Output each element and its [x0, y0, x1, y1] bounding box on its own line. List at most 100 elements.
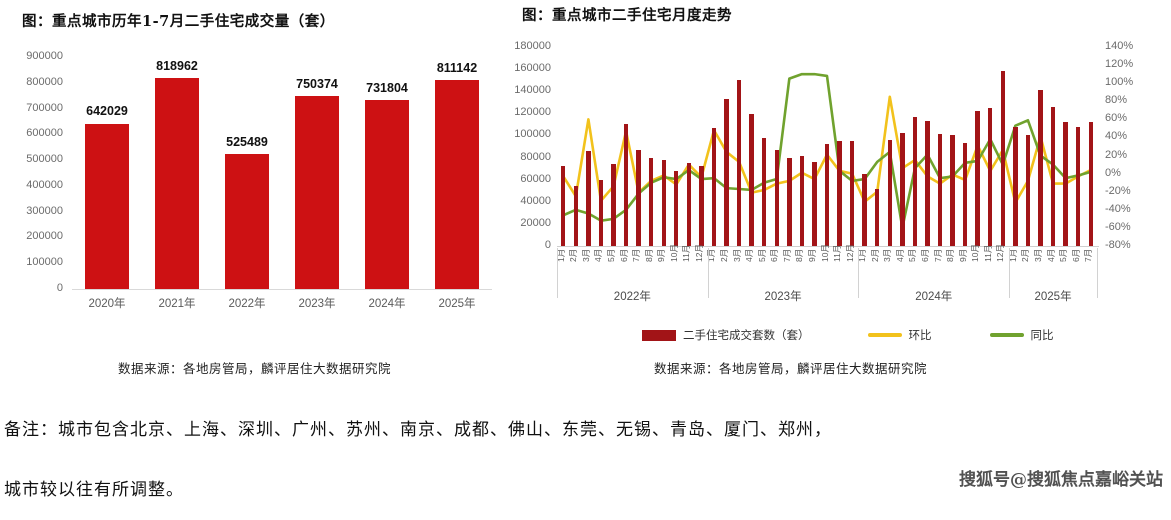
right-chart-bar	[586, 150, 591, 246]
legend-swatch-bar-icon	[642, 329, 676, 341]
right-chart-year-label: 2023年	[764, 291, 802, 303]
right-chart-y-tick-right: 40%	[1105, 130, 1128, 143]
right-chart-bar	[900, 133, 905, 246]
left-chart-y-tick: 0	[56, 282, 63, 294]
left-chart-y-tick: 700000	[26, 101, 63, 114]
right-chart-month-label: 9月	[957, 248, 968, 262]
right-chart-bar	[736, 80, 742, 246]
right-chart-bar	[912, 116, 918, 246]
right-chart-bar	[1063, 122, 1068, 246]
legend-item-label: 同比	[1030, 328, 1054, 342]
right-chart-year-label: 2022年	[613, 291, 651, 303]
right-chart-bar	[925, 121, 930, 246]
right-chart-bar	[636, 149, 641, 246]
left-chart-y-tick: 400000	[26, 178, 63, 191]
right-chart-month-label: 10月	[970, 244, 981, 262]
right-chart-y-tick-right: 80%	[1105, 94, 1128, 107]
right-chart-bar	[824, 144, 830, 246]
right-chart-month-label: 11月	[832, 244, 843, 262]
right-chart-y-tick-left: 100000	[514, 128, 551, 141]
left-chart-bar-value-label: 750374	[296, 76, 338, 91]
right-chart-month-label: 11月	[681, 244, 692, 262]
right-chart-year-label: 2025年	[1034, 291, 1072, 303]
legend-item-label: 二手住宅成交套数（套）	[683, 328, 810, 342]
right-chart-bar	[799, 156, 805, 246]
right-chart-month-label: 4月	[894, 248, 905, 262]
legend-item[interactable]: 同比	[989, 327, 1054, 343]
right-chart-month-label: 4月	[593, 248, 604, 262]
right-chart-bar	[724, 98, 729, 246]
right-chart-bar	[648, 157, 654, 246]
right-chart-month-label: 11月	[982, 244, 993, 262]
right-chart-y-tick-left: 160000	[514, 62, 551, 75]
footer-note: 备注：城市包含北京、上海、深圳、广州、苏州、南京、成都、佛山、东莞、无锡、青岛、…	[4, 400, 1164, 520]
right-chart-month-label: 4月	[1045, 248, 1056, 262]
right-chart-month-label: 10月	[819, 244, 830, 262]
right-chart-bar	[1000, 71, 1005, 246]
right-chart-y-tick-left: 20000	[520, 216, 551, 229]
left-chart-category-label: 2020年	[88, 298, 126, 310]
footer-note-line-2: 城市较以往有所调整。	[4, 480, 184, 500]
right-chart-y-tick-right: 20%	[1105, 148, 1128, 161]
right-chart-bar	[598, 179, 604, 246]
right-chart-bar	[875, 188, 880, 246]
right-chart-bar	[887, 139, 892, 246]
right-chart-y-tick-right: -80%	[1105, 239, 1131, 251]
left-chart-y-tick: 800000	[26, 75, 63, 88]
right-chart-month-label: 6月	[618, 248, 629, 262]
right-chart-month-label: 6月	[1070, 248, 1081, 262]
right-chart-month-label: 9月	[806, 248, 817, 262]
screenshot-page: 图：重点城市历年1-7月二手住宅成交量（套） 数据来源：各地房管局，麟评居住大数…	[0, 0, 1163, 500]
legend-item[interactable]: 二手住宅成交套数（套）	[642, 327, 810, 343]
right-chart-bar	[1088, 122, 1093, 246]
right-chart-y-tick-right: 60%	[1105, 112, 1128, 125]
right-chart-month-label: 3月	[580, 248, 591, 262]
right-chart-bar	[950, 135, 955, 246]
right-chart-month-label: 8月	[643, 248, 654, 262]
right-chart-month-label: 7月	[1083, 248, 1094, 262]
right-chart-bar	[1075, 126, 1081, 246]
right-chart-month-label: 5月	[907, 248, 918, 262]
left-chart-bar	[295, 95, 339, 289]
left-chart-bar-value-label: 642029	[86, 104, 128, 119]
right-chart-bar	[749, 114, 754, 246]
right-chart-bar	[774, 149, 779, 246]
right-chart-y-tick-right: 100%	[1105, 76, 1134, 89]
right-chart-month-label: 3月	[731, 248, 742, 262]
left-chart-category-label: 2024年	[368, 298, 406, 310]
right-chart-y-tick-left: 60000	[520, 172, 551, 185]
left-chart-y-tick: 500000	[26, 153, 63, 166]
left-chart-bar	[225, 153, 269, 289]
right-chart-month-label: 3月	[882, 248, 893, 262]
right-chart-month-label: 2月	[719, 248, 730, 262]
right-chart-title: 图：重点城市二手住宅月度走势	[522, 7, 732, 24]
right-chart-month-label: 6月	[769, 248, 780, 262]
right-chart-bar	[699, 166, 704, 246]
legend-item[interactable]: 环比	[867, 327, 932, 343]
right-chart-month-label: 7月	[781, 248, 792, 262]
right-chart-bar	[623, 124, 629, 246]
right-chart-bar	[837, 140, 842, 246]
left-chart-category-label: 2025年	[438, 298, 476, 310]
right-chart-month-label: 6月	[919, 248, 930, 262]
right-chart-bar	[975, 111, 980, 246]
watermark: 搜狐号@搜狐焦点嘉峪关站	[959, 470, 1163, 490]
right-chart-bar	[787, 157, 792, 246]
right-chart-y-tick-left: 40000	[520, 194, 551, 207]
left-chart-bar-value-label: 525489	[226, 134, 268, 149]
left-chart-panel: 图：重点城市历年1-7月二手住宅成交量（套） 数据来源：各地房管局，麟评居住大数…	[0, 0, 512, 390]
right-chart-y-tick-left: 140000	[514, 84, 551, 97]
legend-swatch-line-icon	[867, 333, 902, 337]
right-chart-y-tick-right: 120%	[1105, 58, 1134, 71]
left-chart-baseline	[72, 289, 492, 290]
right-chart-month-label: 9月	[656, 248, 667, 262]
left-chart-bar	[155, 77, 199, 289]
right-chart-y-tick-left: 0	[544, 239, 551, 251]
left-chart-category-label: 2022年	[228, 298, 266, 310]
right-chart-year-separator	[1009, 248, 1011, 298]
left-chart-plot-area	[72, 57, 492, 289]
left-chart-category-label: 2023年	[298, 298, 336, 310]
right-chart-bar	[1038, 90, 1043, 246]
right-chart-bar	[1050, 106, 1056, 246]
right-chart-bar	[812, 161, 817, 246]
